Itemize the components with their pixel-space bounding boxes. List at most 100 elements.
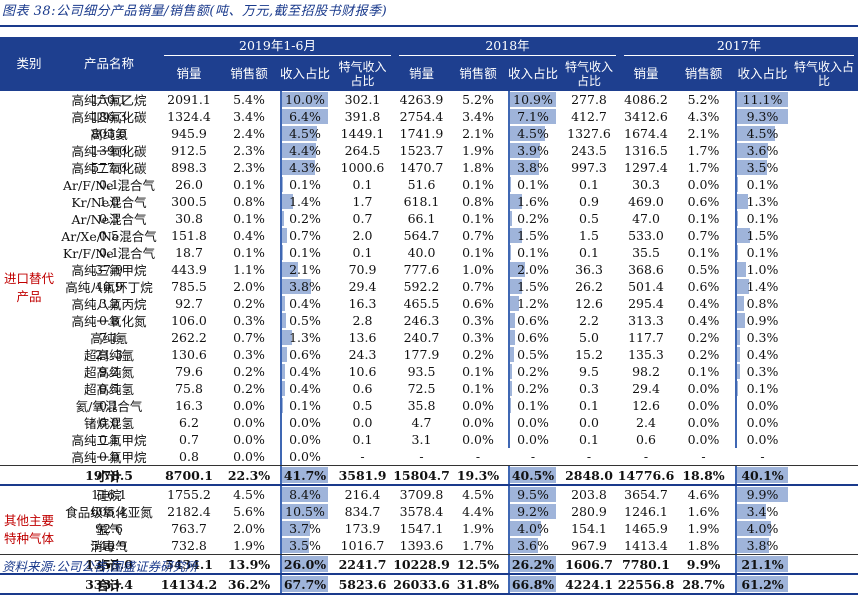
value-bar (282, 160, 315, 175)
cell-value: 313.3 (628, 313, 664, 328)
cell: 0.8% (735, 295, 790, 312)
table-row: 92.6 763.7 2.0% 3.7% 173.9 1547.1 1.9% 4.0% 154.… (0, 520, 858, 537)
cell: 4263.9 (395, 91, 448, 108)
cell: 3412.6 (620, 108, 672, 125)
cell: 18.8% (672, 466, 735, 484)
cell-value: 1.1% (233, 262, 265, 277)
cell: 0.3 (558, 380, 620, 397)
cell: 2241.7 (330, 555, 395, 573)
cell-value: 1674.4 (624, 126, 668, 141)
cell: 66.8% (508, 575, 558, 593)
cell: 912.5 (160, 142, 218, 159)
cell-value: 618.1 (403, 194, 440, 209)
cell-value: 0.1% (462, 381, 494, 396)
cell: 1.6% (508, 193, 558, 210)
cell: 0.4% (280, 380, 330, 397)
cell: 10.9% (508, 91, 558, 108)
header-period: 2019年1-6月 (239, 38, 316, 53)
cell-value: 0.1% (746, 381, 779, 396)
cell-value: - (419, 449, 424, 464)
cell-value: 3412.6 (624, 109, 668, 124)
cell-value: 0.1% (289, 398, 321, 413)
cell-value: 10.0% (285, 92, 325, 107)
cell-value: 30.8 (175, 211, 203, 226)
cell-value: 0.8 (99, 313, 119, 328)
table-row: 577.0 898.3 2.3% 4.3% 1000.6 1470.7 1.8% 3.8% 99… (0, 159, 858, 176)
cell: 0.1% (672, 244, 735, 261)
cell-value: 0.1% (462, 364, 494, 379)
title-rule (0, 25, 858, 27)
cell: 0.1 (558, 431, 620, 448)
value-bar (737, 467, 788, 483)
header-col: 收入占比 (280, 65, 331, 81)
value-bar (737, 521, 771, 536)
source-note: 资料来源:公司公告,国盛证券研究所 (2, 559, 198, 574)
bar-edge (735, 142, 737, 159)
cell: 15.2 (558, 346, 620, 363)
cell-value: 0.1% (746, 177, 779, 192)
bar-edge (735, 210, 737, 227)
cell-value: 30.3 (632, 177, 660, 192)
cell: 0.1 (558, 397, 620, 414)
cell-value: 2.3% (233, 143, 265, 158)
cell: 0.2% (280, 210, 330, 227)
product-name: 高纯六氟乙烷 (71, 93, 147, 108)
bar-edge (508, 486, 510, 503)
cell-value: 1755.2 (167, 487, 211, 502)
cell-value: 0.0% (687, 415, 720, 430)
cell: 0.4% (280, 363, 330, 380)
table-row: 0.5 75.8 0.2% 0.4% 0.6 72.5 0.1% 0.2% 0.3 29.4 0.0… (0, 380, 858, 397)
group-rule (0, 573, 858, 575)
bar-edge (508, 142, 510, 159)
cell-value: 40.1% (741, 467, 784, 483)
cell: 13.9% (218, 555, 280, 573)
cell-value: 0.2% (687, 347, 720, 362)
cell: 66.1 (395, 210, 448, 227)
cell-value: 22.3% (227, 467, 271, 483)
cell: 40.5% (508, 466, 558, 484)
cell-value: 21.1% (741, 556, 784, 572)
bar-edge (735, 486, 737, 503)
cell: 0.1% (672, 210, 735, 227)
cell-value: 592.2 (403, 279, 440, 294)
value-bar (282, 364, 286, 379)
cell-value: 967.9 (571, 538, 607, 553)
cell: 0.7% (448, 278, 508, 295)
cell-value: 16.3 (348, 296, 377, 311)
cell-value: - (643, 449, 649, 464)
cell: 61.2% (735, 575, 790, 593)
cell: 0.0% (448, 414, 508, 431)
cell-value: 0.2% (517, 211, 549, 226)
cell-value: 0.4% (289, 296, 321, 311)
product-name: 硅烷 (96, 488, 122, 503)
cell: 1.9% (218, 537, 280, 554)
value-bar (282, 538, 309, 553)
cell-value: 0.0% (687, 381, 720, 396)
table-row: 0.1 16.3 0.0% 0.1% 0.5 35.8 0.0% 0.1% 0.1 12.6 0.0… (0, 397, 858, 414)
cell: 0.1% (218, 244, 280, 261)
cell: 22.3% (218, 466, 280, 484)
bar-edge (735, 537, 737, 554)
cell: 0.5 (58, 227, 160, 244)
cell-value: 0.3% (746, 364, 779, 379)
cell-value: 11.1% (742, 92, 783, 107)
table-row: 0.8 106.0 0.3% 0.5% 2.8 246.3 0.3% 0.6% 2.2 313.3… (0, 312, 858, 329)
cell: 0.1% (672, 363, 735, 380)
cell: 0.0% (218, 397, 280, 414)
cell-value: 0.7% (687, 228, 720, 243)
cell-value: 0.1 (352, 177, 373, 192)
cell-value: 302.1 (344, 92, 381, 107)
cell-value: 47.0 (632, 211, 660, 226)
cell: 2.1% (280, 261, 330, 278)
bar-edge (735, 91, 737, 108)
cell: 3.6% (508, 537, 558, 554)
value-bar (510, 262, 526, 277)
table-row: 605.4 2182.4 5.6% 10.5% 834.7 3578.4 4.4% 9.2% 2… (0, 503, 858, 520)
cell: 36.2% (218, 575, 280, 593)
cell: 0.1 (330, 244, 395, 261)
cell: 70.9 (330, 261, 395, 278)
cell: 0.1% (735, 244, 790, 261)
cell: 130.6 (160, 346, 218, 363)
cell-value: 1.7 (352, 194, 373, 209)
value-bar (282, 109, 328, 124)
